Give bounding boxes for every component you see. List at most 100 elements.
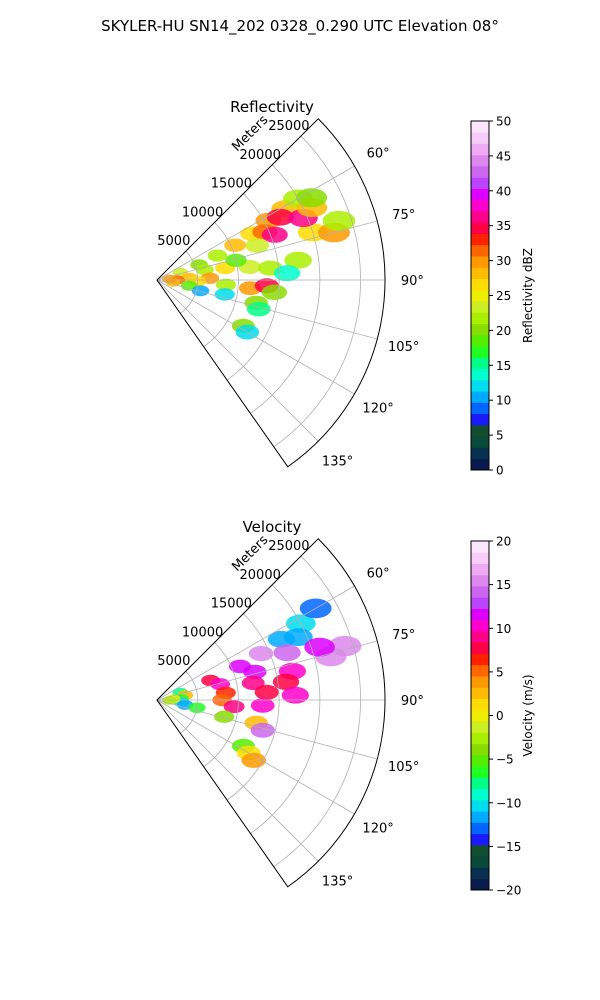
data-cell <box>281 686 309 704</box>
colorbar-swatch <box>471 833 489 846</box>
colorbar-swatch <box>471 664 489 677</box>
velocity-panel: Velocity 5000 10000 15000 20000 25000 60° 75° 90… <box>156 518 535 898</box>
data-cell <box>214 710 235 723</box>
colorbar-swatch <box>471 754 489 767</box>
range-ring <box>180 670 199 734</box>
data-cell <box>273 265 301 282</box>
colorbar-swatch <box>471 766 489 778</box>
colorbar-swatch <box>471 541 489 553</box>
data-cell <box>322 210 356 231</box>
colorbar-swatch <box>471 233 489 246</box>
colorbar-swatch <box>471 436 489 448</box>
range-ring <box>273 135 361 448</box>
range-tick-label: 5000 <box>157 654 190 669</box>
data-cell <box>223 700 245 714</box>
colorbar-swatch <box>471 563 489 576</box>
colorbar-swatch <box>471 799 489 812</box>
data-cell <box>162 274 177 284</box>
azimuth-tick-label: 60° <box>367 566 390 581</box>
azimuth-tick-label: 90° <box>401 694 424 709</box>
colorbar-swatch <box>471 334 489 347</box>
colorbar-swatch <box>471 676 489 688</box>
data-cell <box>215 278 237 291</box>
azimuth-spoke <box>156 279 355 395</box>
data-cell <box>261 226 288 243</box>
panel-title: Velocity <box>243 518 302 536</box>
colorbar-swatch <box>471 256 489 268</box>
colorbar-tick-label: 10 <box>496 394 511 408</box>
data-cell <box>261 284 287 300</box>
range-tick-label: 25000 <box>268 539 309 554</box>
colorbar-tick-label: 5 <box>496 665 504 679</box>
colorbar-swatch <box>471 424 489 437</box>
colorbar-swatch <box>471 732 489 745</box>
colorbar-swatch <box>471 379 489 392</box>
colorbar-swatch <box>471 653 489 666</box>
colorbar-swatch <box>471 458 489 471</box>
colorbar-swatch <box>471 278 489 291</box>
colorbar-swatch <box>471 199 489 212</box>
range-tick-label: 10000 <box>182 625 223 640</box>
colorbar-swatch <box>471 301 489 313</box>
azimuth-tick-label: 75° <box>392 208 415 223</box>
range-ring <box>180 250 199 314</box>
colorbar-swatch <box>471 177 489 189</box>
colorbar-tick-label: 40 <box>496 184 511 198</box>
data-cell <box>224 238 247 252</box>
range-ring <box>226 613 280 801</box>
colorbar-tick-label: 30 <box>496 254 511 268</box>
azimuth-spoke <box>156 279 319 442</box>
colorbar-label: Velocity (m/s) <box>521 674 535 756</box>
colorbar-swatch <box>471 709 489 722</box>
colorbar-swatch <box>471 721 489 733</box>
range-tick-label: 20000 <box>240 568 281 583</box>
colorbar-tick-label: 5 <box>496 429 504 443</box>
azimuth-tick-label: 135° <box>322 875 353 890</box>
data-cell <box>304 637 335 657</box>
colorbar-swatch <box>471 267 489 280</box>
data-cell <box>241 752 266 769</box>
colorbar-swatch <box>471 413 489 426</box>
azimuth-spoke <box>156 699 319 862</box>
colorbar-label: Reflectivity dBZ <box>521 248 535 343</box>
colorbar: 0 5 10 15 20 25 30 35 40 45 50 Reflectivity dBZ <box>470 115 535 478</box>
colorbar-swatch <box>471 391 489 403</box>
azimuth-tick-label: 120° <box>362 402 393 417</box>
azimuth-tick-label: 105° <box>388 340 419 355</box>
colorbar-swatch <box>471 631 489 643</box>
colorbar-swatch <box>471 608 489 621</box>
azimuth-tick-label: 135° <box>322 455 353 470</box>
range-tick-label: 10000 <box>182 205 223 220</box>
data-cell <box>254 684 279 700</box>
colorbar-swatch <box>471 844 489 857</box>
sector-frame <box>156 538 386 888</box>
panel-title: Reflectivity <box>230 98 314 116</box>
colorbar-swatch <box>471 188 489 201</box>
data-cell <box>248 646 274 662</box>
colorbar-swatch <box>471 586 489 598</box>
colorbar-swatch <box>471 811 489 823</box>
colorbar-swatch <box>471 289 489 302</box>
colorbar-tick-label: −20 <box>496 884 521 898</box>
colorbar-tick-label: 20 <box>496 535 511 549</box>
colorbar-swatch <box>471 698 489 711</box>
colorbar-tick-label: 15 <box>496 578 511 592</box>
figure-title: SKYLER-HU SN14_202 0328_0.290 UTC Elevat… <box>101 17 499 36</box>
azimuth-spoke <box>156 699 355 815</box>
colorbar-tick-label: 25 <box>496 289 511 303</box>
azimuth-spoke <box>156 585 355 701</box>
colorbar-swatch <box>471 244 489 257</box>
colorbar-swatch <box>471 166 489 178</box>
colorbar-swatch <box>471 687 489 700</box>
azimuth-tick-label: 75° <box>392 628 415 643</box>
data-cell <box>296 188 328 208</box>
range-ring <box>250 584 321 834</box>
data-cell <box>284 251 312 269</box>
colorbar-tick-label: −10 <box>496 796 521 810</box>
colorbar-tick-label: −15 <box>496 840 521 854</box>
colorbar-swatch <box>471 312 489 325</box>
azimuth-tick-label: 105° <box>388 760 419 775</box>
colorbar-swatch <box>471 368 489 381</box>
range-ring <box>250 164 321 414</box>
